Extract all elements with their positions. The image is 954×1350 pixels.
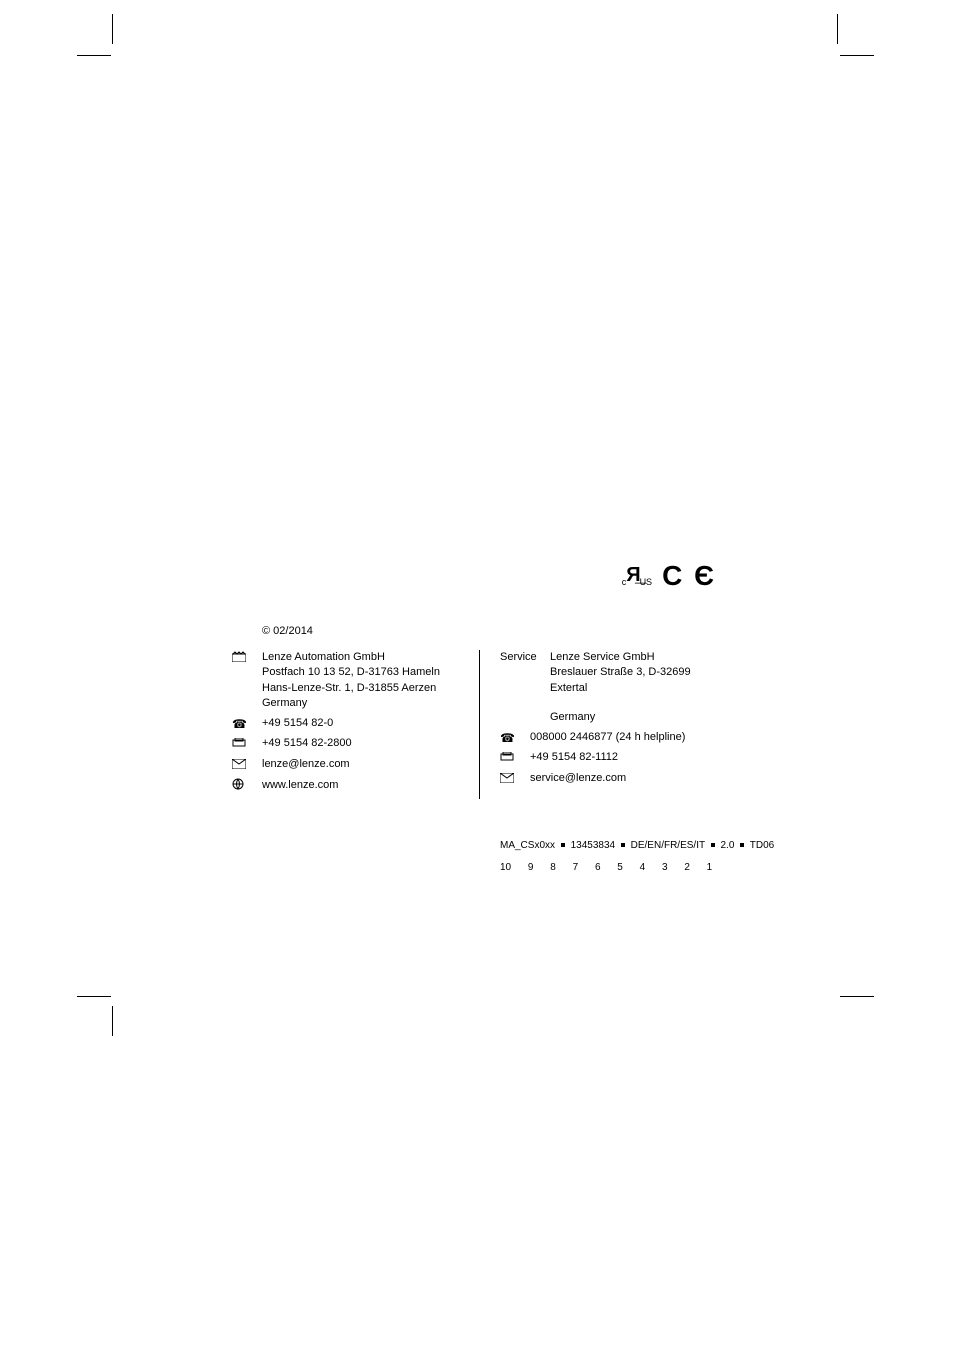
crop-mark xyxy=(840,55,874,56)
service-fax-number: +49 5154 82-1112 xyxy=(530,750,720,765)
ul-certification-icon: cЯ̲US xyxy=(622,564,652,587)
crop-mark xyxy=(112,1006,113,1036)
website-url: www.lenze.com xyxy=(262,778,469,793)
page-number: 6 xyxy=(595,862,601,873)
phone-icon: ☎ xyxy=(500,730,530,747)
country: Germany xyxy=(262,696,469,711)
email-icon xyxy=(500,771,530,788)
page-number: 4 xyxy=(640,862,646,873)
separator-dot xyxy=(711,843,715,847)
certification-icons: cЯ̲US C Є xyxy=(622,560,716,592)
contact-columns: Lenze Automation GmbH Postfach 10 13 52,… xyxy=(232,650,720,799)
company-name: Lenze Automation GmbH xyxy=(262,650,469,665)
crop-mark xyxy=(112,14,113,44)
crop-mark xyxy=(77,996,111,997)
service-address: Lenze Service GmbH Breslauer Straße 3, D… xyxy=(550,650,720,726)
page-number: 1 xyxy=(707,862,713,873)
address-line: Postfach 10 13 52, D-31763 Hameln xyxy=(262,665,469,680)
page-number: 5 xyxy=(617,862,623,873)
page-number: 10 xyxy=(500,862,511,873)
service-address-line: Breslauer Straße 3, D-32699 Extertal xyxy=(550,665,720,696)
crop-mark xyxy=(840,996,874,997)
company-address: Lenze Automation GmbH Postfach 10 13 52,… xyxy=(262,650,469,712)
separator-dot xyxy=(561,843,565,847)
page-number-sequence: 10 9 8 7 6 5 4 3 2 1 xyxy=(500,862,726,873)
page-number: 2 xyxy=(684,862,690,873)
fax-icon xyxy=(500,750,530,767)
email-icon xyxy=(232,757,262,774)
phone-number: +49 5154 82-0 xyxy=(262,716,469,731)
helpline-number: 008000 2446877 (24 h helpline) xyxy=(530,730,720,745)
doc-version: 2.0 xyxy=(720,840,734,851)
ul-suffix: US xyxy=(640,578,653,588)
doc-number: 13453834 xyxy=(571,840,616,851)
doc-languages: DE/EN/FR/ES/IT xyxy=(631,840,705,851)
doc-prefix: MA_CSx0xx xyxy=(500,840,555,851)
ce-certification-icon: C Є xyxy=(662,560,716,592)
crop-mark xyxy=(837,14,838,44)
phone-icon: ☎ xyxy=(232,716,262,733)
service-email-address: service@lenze.com xyxy=(530,771,720,786)
email-address: lenze@lenze.com xyxy=(262,757,469,772)
service-company-name: Lenze Service GmbH xyxy=(550,650,720,665)
fax-icon xyxy=(232,736,262,753)
page-number: 8 xyxy=(550,862,556,873)
service-label: Service xyxy=(500,650,550,665)
page-number: 9 xyxy=(528,862,534,873)
fax-number: +49 5154 82-2800 xyxy=(262,736,469,751)
company-contact-left: Lenze Automation GmbH Postfach 10 13 52,… xyxy=(232,650,480,799)
ul-main: Я̲ xyxy=(626,564,639,586)
document-identifier: MA_CSx0xx 13453834 DE/EN/FR/ES/IT 2.0 TD… xyxy=(500,840,774,851)
service-contact-right: Service Lenze Service GmbH Breslauer Str… xyxy=(480,650,720,799)
page-number: 3 xyxy=(662,862,668,873)
globe-icon xyxy=(232,778,262,795)
factory-icon xyxy=(232,650,262,667)
copyright-text: © 02/2014 xyxy=(262,625,313,637)
doc-suffix: TD06 xyxy=(750,840,774,851)
separator-dot xyxy=(621,843,625,847)
address-line: Hans-Lenze-Str. 1, D-31855 Aerzen xyxy=(262,681,469,696)
crop-mark xyxy=(77,55,111,56)
page-number: 7 xyxy=(573,862,579,873)
service-country: Germany xyxy=(550,710,720,725)
separator-dot xyxy=(740,843,744,847)
